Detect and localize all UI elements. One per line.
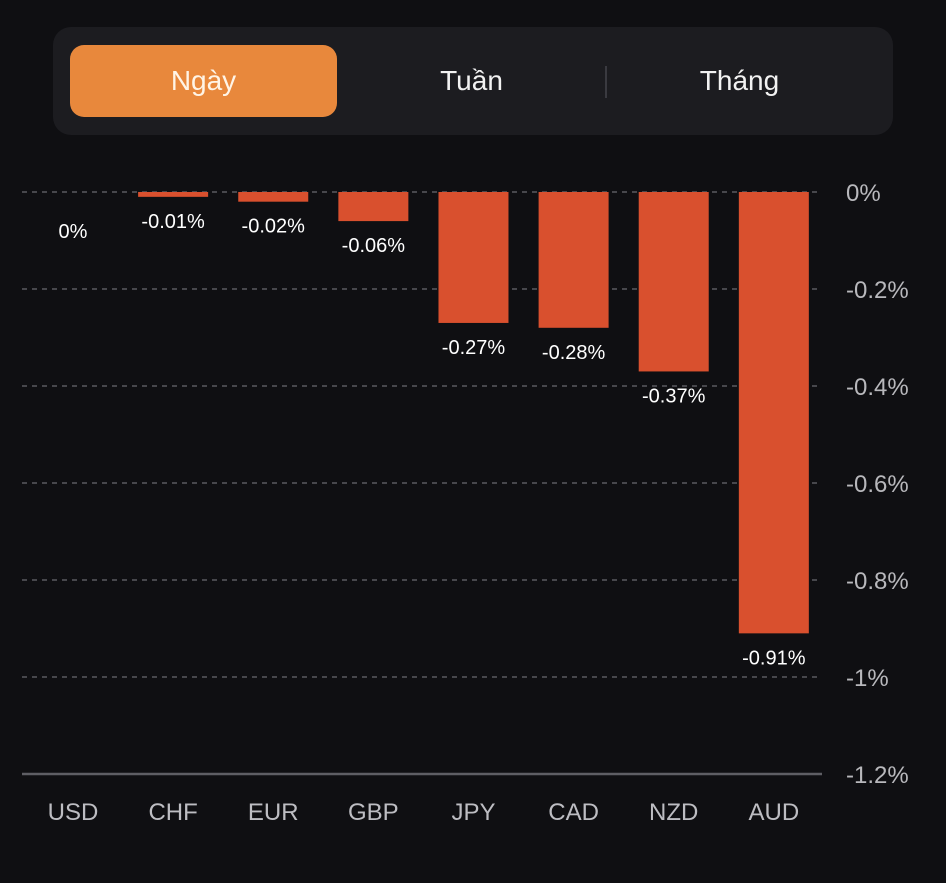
- data-label-jpy: -0.27%: [442, 337, 506, 359]
- tab-divider: [605, 66, 607, 98]
- x-tick-label: AUD: [749, 799, 800, 826]
- tab-month[interactable]: Tháng: [699, 65, 780, 96]
- y-tick-label: -0.4%: [846, 374, 909, 401]
- x-tick-label: JPY: [451, 799, 495, 826]
- y-tick-label: -0.8%: [846, 568, 909, 595]
- data-label-cad: -0.28%: [542, 342, 606, 364]
- x-tick-label: USD: [48, 799, 99, 826]
- period-segmented-control: Ngày Tuần Tháng: [53, 27, 893, 135]
- bars: [138, 192, 809, 634]
- x-tick-label: EUR: [248, 799, 299, 826]
- x-axis-ticks: USD CHF EUR GBP JPY CAD NZD AUD: [48, 799, 800, 826]
- data-label-usd: 0%: [59, 221, 88, 243]
- tab-week[interactable]: Tuần: [440, 65, 503, 96]
- x-tick-label: CHF: [148, 799, 197, 826]
- data-label-aud: -0.91%: [742, 647, 806, 669]
- bar-jpy[interactable]: [438, 192, 509, 323]
- data-label-eur: -0.02%: [242, 216, 306, 238]
- bar-eur[interactable]: [238, 192, 309, 202]
- y-tick-label: -1.2%: [846, 762, 909, 789]
- y-tick-label: -0.2%: [846, 277, 909, 304]
- bar-nzd[interactable]: [638, 192, 709, 372]
- bar-aud[interactable]: [738, 192, 809, 634]
- x-tick-label: GBP: [348, 799, 399, 826]
- data-label-nzd: -0.37%: [642, 385, 706, 407]
- y-tick-label: -0.6%: [846, 471, 909, 498]
- y-tick-label: -1%: [846, 665, 889, 692]
- data-label-gbp: -0.06%: [342, 235, 406, 257]
- x-tick-label: NZD: [649, 799, 698, 826]
- bar-cad[interactable]: [538, 192, 609, 328]
- tab-day[interactable]: Ngày: [70, 45, 337, 117]
- data-label-chf: -0.01%: [141, 211, 205, 233]
- data-labels: 0% -0.01% -0.02% -0.06% -0.27% -0.28% -0.37% -0…: [59, 211, 806, 669]
- bar-gbp[interactable]: [338, 192, 409, 222]
- x-tick-label: CAD: [548, 799, 599, 826]
- y-axis-ticks: 0% -0.2% -0.4% -0.6% -0.8% -1% -1.2%: [846, 180, 909, 789]
- bar-chf[interactable]: [138, 192, 209, 197]
- y-tick-label: 0%: [846, 180, 881, 207]
